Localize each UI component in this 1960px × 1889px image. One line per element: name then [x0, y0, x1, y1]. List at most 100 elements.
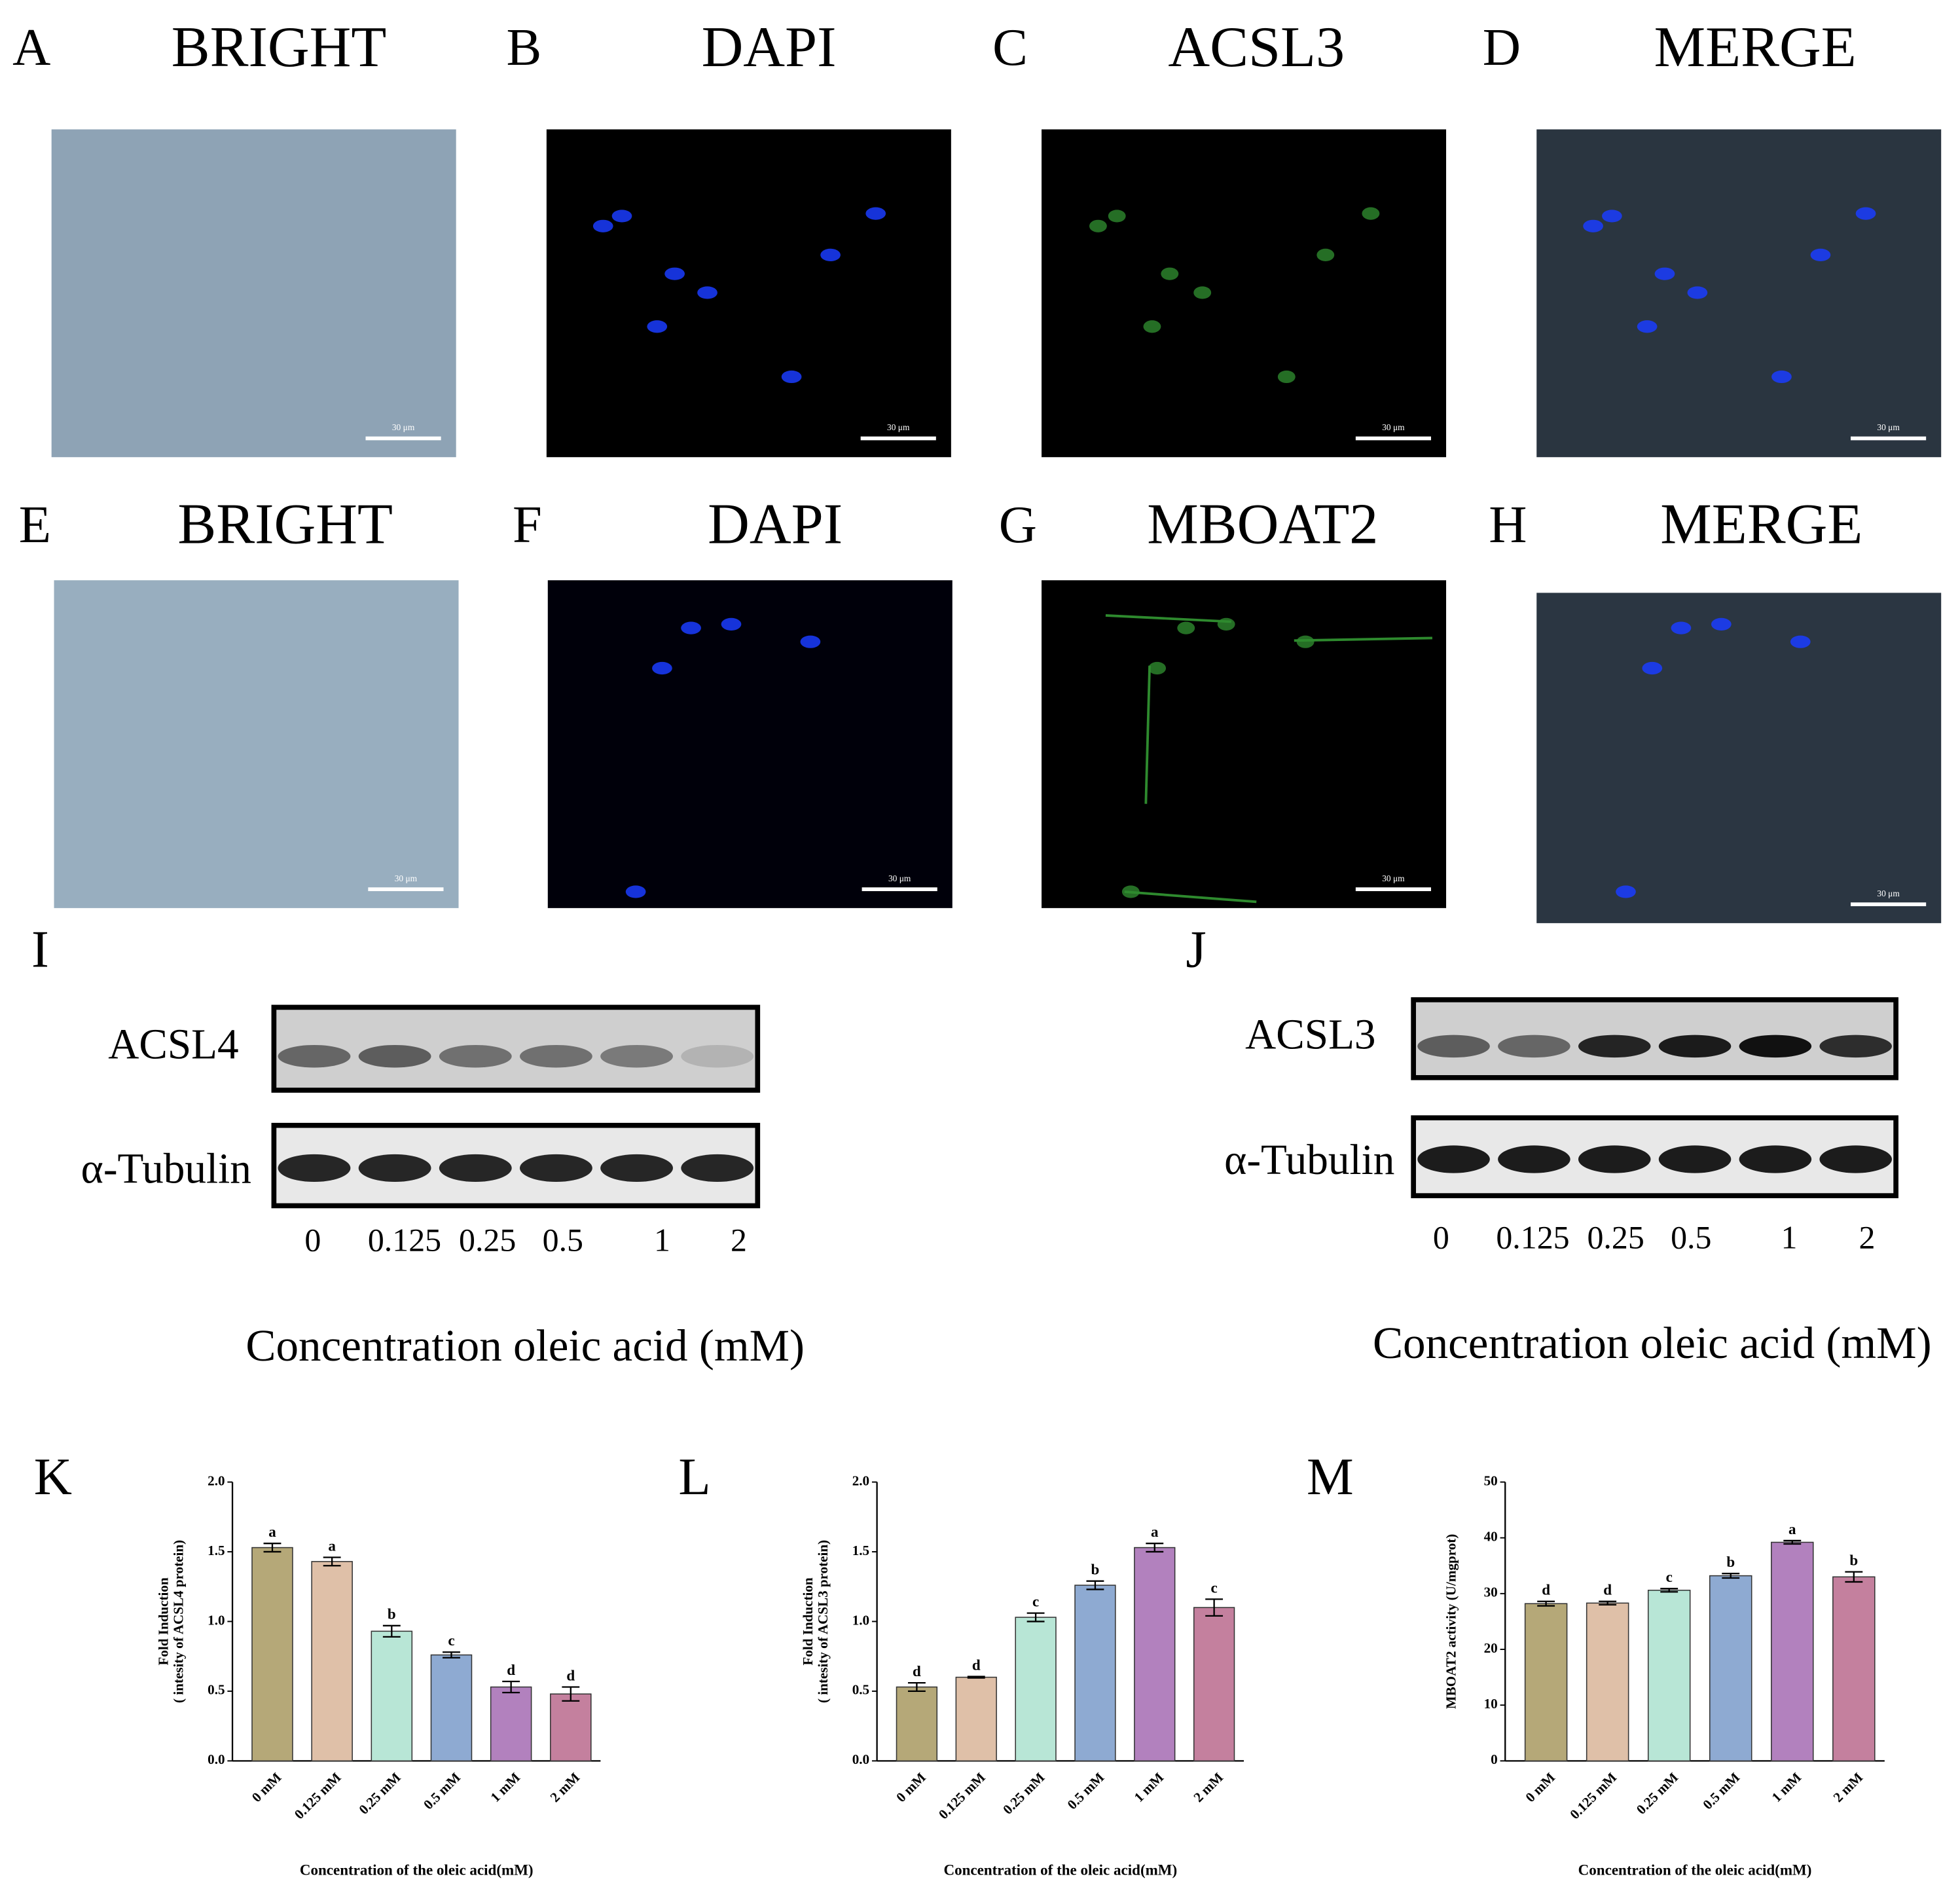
nucleus: [1711, 617, 1732, 631]
nucleus: [1602, 210, 1622, 223]
x-tick-label: 0.125 mM: [291, 1769, 344, 1822]
significance-letter: a: [1151, 1523, 1159, 1540]
band: [358, 1044, 431, 1068]
panel-letter: A: [12, 18, 50, 77]
bar: [1771, 1541, 1814, 1762]
panel-title: MERGE: [1654, 15, 1857, 79]
panel-title: BRIGHT: [172, 15, 387, 79]
panel-letter: H: [1489, 496, 1527, 554]
band: [600, 1154, 673, 1183]
bar: [371, 1630, 413, 1762]
scale-bar-label: 30 μm: [1382, 873, 1405, 883]
nucleus: [1687, 286, 1708, 299]
nucleus: [647, 320, 668, 333]
nucleus: [1771, 370, 1792, 384]
error-bar: [1537, 1600, 1555, 1607]
x-axis-label: Concentration of the oleic acid(mM): [1578, 1861, 1812, 1878]
panel-title: ACSL3: [1168, 15, 1345, 79]
micrograph: [54, 580, 459, 908]
band: [1578, 1035, 1651, 1058]
flagellum: [1105, 614, 1231, 623]
x-tick-label: 0.25 mM: [1000, 1769, 1047, 1817]
significance-letter: b: [1849, 1552, 1858, 1569]
scale-bar-label: 30 μm: [392, 422, 415, 432]
y-tick-label: 1.0: [208, 1612, 225, 1628]
significance-letter: c: [1211, 1579, 1218, 1596]
y-axis-label: Fold Induction: [155, 1577, 171, 1665]
micrograph: [1042, 580, 1447, 908]
x-tick-label: 0 mM: [1522, 1769, 1558, 1805]
significance-letter: d: [1603, 1581, 1612, 1598]
band: [1498, 1145, 1570, 1173]
blot: [1411, 997, 1898, 1080]
y-tick-label: 0.0: [852, 1751, 869, 1767]
panel-letter: J: [1186, 920, 1206, 978]
blot-row-label: ACSL4: [108, 1021, 238, 1069]
y-tick-label: 2.0: [208, 1473, 225, 1488]
nucleus: [664, 267, 685, 280]
scale-bar-label: 30 μm: [1382, 422, 1405, 432]
panel-title: MBOAT2: [1147, 492, 1378, 557]
panel-title: DAPI: [702, 15, 837, 79]
nucleus: [1671, 621, 1692, 634]
band: [1819, 1035, 1892, 1058]
micrograph: [51, 129, 456, 458]
bar: [896, 1686, 938, 1762]
x-tick-label: 2 mM: [1190, 1769, 1226, 1805]
band: [681, 1044, 754, 1068]
signal: [1177, 621, 1195, 634]
panel-letter: D: [1483, 18, 1521, 77]
x-axis-label: Concentration of the oleic acid(mM): [300, 1861, 534, 1878]
panel-title: DAPI: [708, 492, 843, 557]
panel-title: BRIGHT: [177, 492, 393, 557]
significance-letter: b: [1091, 1561, 1100, 1578]
bar: [1832, 1576, 1876, 1762]
signal: [1362, 207, 1380, 220]
band: [439, 1154, 512, 1183]
signal: [1148, 661, 1167, 675]
lane-label: 1: [1781, 1220, 1798, 1256]
panel-letter: E: [19, 496, 51, 554]
bar: [251, 1547, 293, 1762]
bar: [955, 1676, 997, 1762]
x-axis-label: Concentration of the oleic acid(mM): [943, 1861, 1177, 1878]
y-axis-label: ( intesity of ACSL3 protein): [815, 1540, 831, 1703]
x-tick-label: 0.25 mM: [355, 1769, 403, 1817]
error-bar: [562, 1686, 580, 1702]
x-tick-label: 2 mM: [547, 1769, 583, 1805]
signal: [1161, 267, 1179, 280]
x-tick-label: 0 mM: [249, 1769, 285, 1805]
error-bar: [323, 1556, 341, 1567]
band: [1819, 1145, 1892, 1173]
significance-letter: d: [566, 1666, 575, 1683]
scale-bar-label: 30 μm: [887, 422, 910, 432]
significance-letter: a: [268, 1523, 276, 1540]
y-tick-label: 1.5: [852, 1543, 869, 1558]
x-tick-label: 0.5 mM: [420, 1769, 463, 1812]
nucleus: [625, 885, 646, 898]
y-tick-label: 50: [1484, 1473, 1498, 1488]
signal: [1217, 617, 1235, 631]
error-bar: [1845, 1571, 1863, 1583]
band: [1658, 1145, 1732, 1173]
micrograph: [1042, 129, 1447, 458]
x-tick-label: 2 mM: [1830, 1769, 1866, 1805]
band: [1417, 1145, 1490, 1173]
error-bar: [967, 1676, 985, 1679]
nucleus: [1583, 219, 1603, 232]
y-tick-label: 2.0: [852, 1473, 869, 1488]
lane-label: 0.5: [1671, 1220, 1711, 1256]
y-tick-label: 1.5: [208, 1543, 225, 1558]
panel-letter: F: [513, 496, 542, 554]
bar: [1134, 1547, 1176, 1762]
nucleus: [1637, 320, 1658, 333]
significance-letter: d: [1542, 1581, 1550, 1598]
blot-row-label: ACSL3: [1245, 1011, 1375, 1058]
error-bar: [382, 1624, 401, 1638]
error-bar: [1146, 1543, 1164, 1553]
blot-row-label: α-Tubulin: [1224, 1137, 1394, 1184]
flagellum: [1144, 665, 1152, 804]
nucleus: [865, 207, 886, 220]
scale-bar-label: 30 μm: [888, 873, 911, 883]
